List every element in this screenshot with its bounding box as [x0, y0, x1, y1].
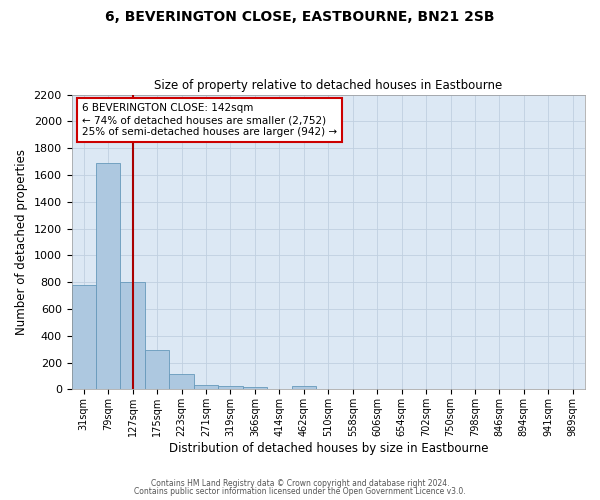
- Y-axis label: Number of detached properties: Number of detached properties: [15, 149, 28, 335]
- Text: Contains public sector information licensed under the Open Government Licence v3: Contains public sector information licen…: [134, 487, 466, 496]
- Bar: [218, 386, 242, 390]
- Bar: [242, 386, 267, 390]
- Text: Contains HM Land Registry data © Crown copyright and database right 2024.: Contains HM Land Registry data © Crown c…: [151, 478, 449, 488]
- Bar: [145, 350, 169, 390]
- Text: 6, BEVERINGTON CLOSE, EASTBOURNE, BN21 2SB: 6, BEVERINGTON CLOSE, EASTBOURNE, BN21 2…: [105, 10, 495, 24]
- Bar: [71, 285, 96, 390]
- Bar: [292, 386, 316, 390]
- X-axis label: Distribution of detached houses by size in Eastbourne: Distribution of detached houses by size …: [169, 442, 488, 455]
- Bar: [194, 384, 218, 390]
- Bar: [169, 374, 194, 390]
- Bar: [96, 163, 121, 390]
- Text: 6 BEVERINGTON CLOSE: 142sqm
← 74% of detached houses are smaller (2,752)
25% of : 6 BEVERINGTON CLOSE: 142sqm ← 74% of det…: [82, 104, 337, 136]
- Title: Size of property relative to detached houses in Eastbourne: Size of property relative to detached ho…: [154, 79, 502, 92]
- Bar: [121, 282, 145, 390]
